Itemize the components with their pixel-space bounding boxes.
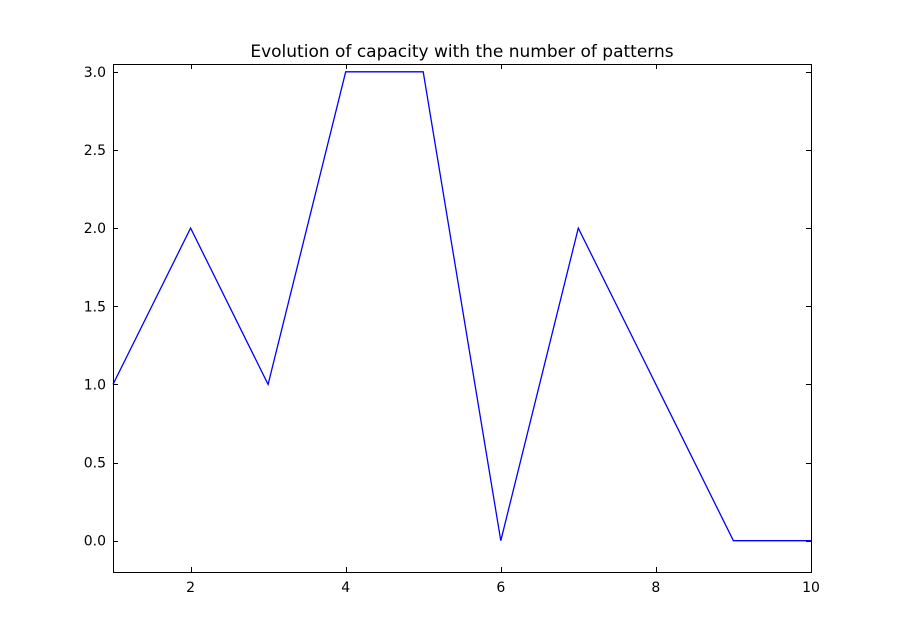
x-tick-label: 2 (186, 580, 195, 596)
tick-layer: 2 4 6 8 10 0.0 0.5 1.0 1.5 2.0 2.5 3.0 (84, 64, 820, 596)
x-tick-label: 10 (802, 580, 820, 596)
x-tick-label: 8 (651, 580, 660, 596)
y-tick-label: 0.0 (84, 534, 106, 550)
y-tick-label: 2.5 (84, 143, 106, 159)
series-layer (112, 71, 811, 542)
y-tick-label: 0.5 (84, 456, 106, 472)
x-tick-label: 6 (496, 580, 505, 596)
x-tick-label: 4 (341, 580, 350, 596)
y-tick-label: 1.5 (84, 299, 106, 315)
chart-title: Evolution of capacity with the number of… (250, 42, 673, 62)
series-line (112, 71, 811, 542)
y-tick-label: 2.0 (84, 221, 106, 237)
plot-area-frame (113, 64, 812, 573)
y-tick-label: 3.0 (84, 65, 106, 81)
y-tick-label: 1.0 (84, 377, 106, 393)
